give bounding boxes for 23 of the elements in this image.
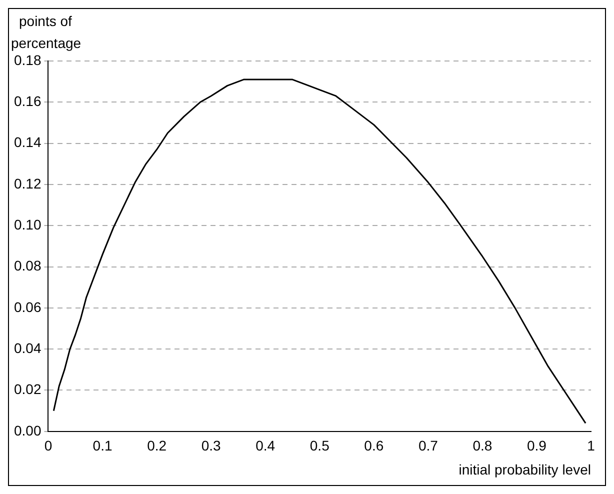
x-axis-title: initial probability level — [458, 461, 591, 478]
x-tick-label: 0.6 — [364, 438, 384, 454]
y-tick-label: 0.06 — [14, 298, 42, 315]
y-tick-label: 0.08 — [14, 258, 42, 274]
x-tick-label: 0.8 — [472, 438, 492, 454]
x-tick-label: 0 — [44, 438, 52, 454]
y-axis-title: points of percentage — [11, 12, 82, 51]
y-tick-label: 0.12 — [14, 175, 42, 192]
x-tick-label: 0.2 — [147, 438, 167, 454]
x-tick-label: 0.3 — [201, 438, 222, 454]
y-tick-label: 0.10 — [14, 216, 42, 232]
y-tick-label: 0.16 — [14, 93, 42, 110]
x-tick-label: 0.4 — [256, 438, 276, 454]
y-tick-label: 0.04 — [14, 340, 42, 356]
x-tick-label: 0.1 — [92, 438, 112, 454]
y-tick-label: 0.00 — [14, 422, 42, 438]
x-tick-label: 1 — [587, 438, 596, 454]
y-tick-label: 0.02 — [14, 381, 42, 398]
x-tick-label: 0.5 — [310, 438, 330, 454]
y-tick-label: 0.18 — [14, 52, 42, 68]
x-tick-label: 0.9 — [526, 438, 547, 454]
x-tick-label: 0.7 — [418, 438, 438, 454]
y-tick-label: 0.14 — [14, 134, 42, 150]
